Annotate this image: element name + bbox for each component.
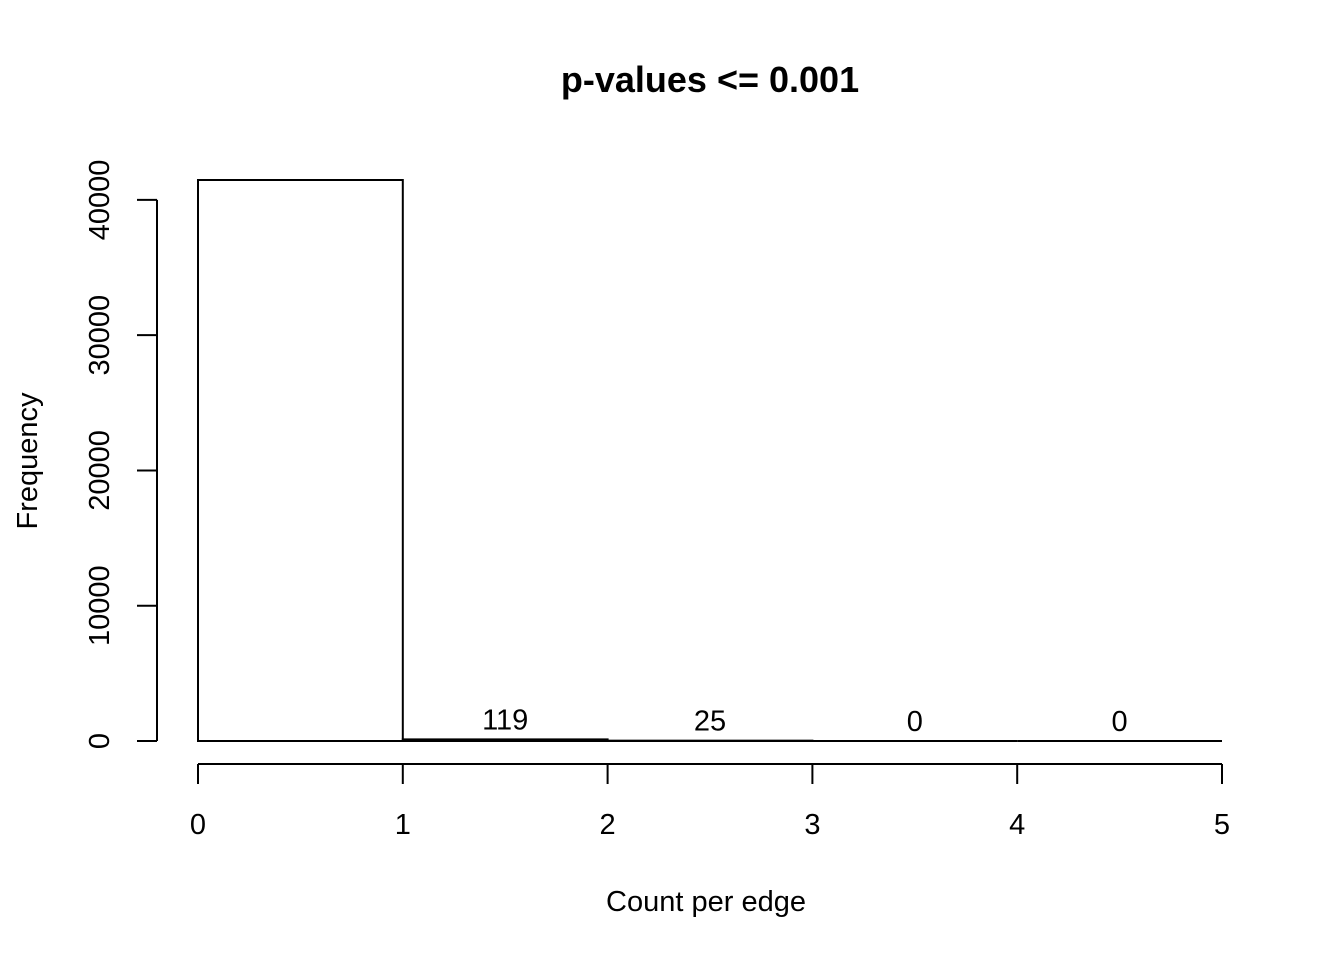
bar-labels-group: 41472 119 25 0 0 bbox=[260, 145, 1128, 738]
x-tick-label: 0 bbox=[190, 809, 206, 841]
histogram-bar bbox=[197, 179, 404, 742]
x-tick-label: 2 bbox=[600, 809, 616, 841]
y-tick-label: 10000 bbox=[84, 565, 116, 646]
x-tick-label: 5 bbox=[1214, 809, 1230, 841]
y-axis-label: Frequency bbox=[12, 392, 44, 530]
y-tick-label: 30000 bbox=[84, 295, 116, 376]
x-tick-label: 3 bbox=[804, 809, 820, 841]
y-axis: 0 10000 20000 30000 40000 bbox=[84, 160, 158, 749]
chart-title: p-values <= 0.001 bbox=[561, 59, 859, 100]
histogram-bar bbox=[401, 738, 609, 742]
y-tick-label: 40000 bbox=[84, 160, 116, 241]
y-tick-label: 20000 bbox=[84, 430, 116, 511]
bar-value-label: 41472 bbox=[260, 145, 341, 177]
x-axis-label: Count per edge bbox=[606, 886, 806, 918]
y-tick-label: 0 bbox=[84, 733, 116, 749]
x-tick-label: 1 bbox=[395, 809, 411, 841]
bars-group bbox=[197, 179, 1222, 742]
bar-value-label: 0 bbox=[907, 706, 923, 738]
bar-value-label: 0 bbox=[1112, 706, 1128, 738]
x-tick-label: 4 bbox=[1009, 809, 1025, 841]
bar-value-label: 25 bbox=[694, 706, 726, 738]
bar-value-label: 119 bbox=[482, 704, 528, 736]
x-axis: 0 1 2 3 4 5 bbox=[190, 763, 1230, 841]
